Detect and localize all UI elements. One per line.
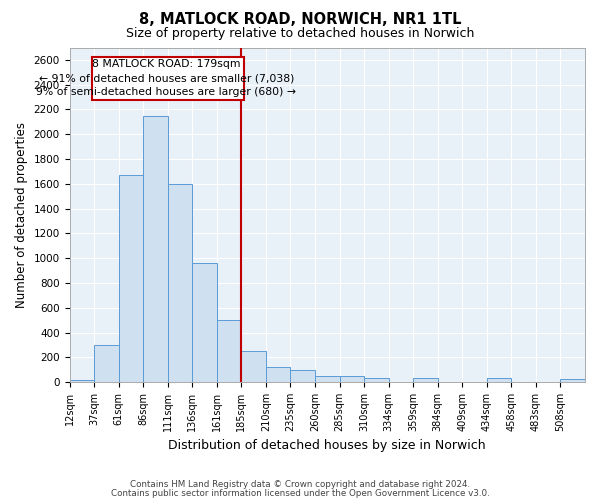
- Bar: [290, 370, 315, 382]
- Bar: [315, 376, 340, 382]
- Bar: [143, 116, 168, 382]
- Text: 8 MATLOCK ROAD: 179sqm
← 91% of detached houses are smaller (7,038)
9% of semi-d: 8 MATLOCK ROAD: 179sqm ← 91% of detached…: [37, 60, 296, 98]
- Bar: [560, 379, 585, 382]
- Bar: [241, 351, 266, 382]
- Bar: [487, 378, 511, 382]
- X-axis label: Distribution of detached houses by size in Norwich: Distribution of detached houses by size …: [169, 440, 486, 452]
- Text: Contains HM Land Registry data © Crown copyright and database right 2024.: Contains HM Land Registry data © Crown c…: [130, 480, 470, 489]
- Bar: [413, 378, 438, 382]
- Bar: [266, 366, 290, 382]
- Bar: [119, 175, 143, 382]
- Text: Size of property relative to detached houses in Norwich: Size of property relative to detached ho…: [126, 28, 474, 40]
- Y-axis label: Number of detached properties: Number of detached properties: [15, 122, 28, 308]
- Bar: [92, 58, 244, 100]
- Text: 8, MATLOCK ROAD, NORWICH, NR1 1TL: 8, MATLOCK ROAD, NORWICH, NR1 1TL: [139, 12, 461, 28]
- Bar: [168, 184, 192, 382]
- Text: Contains public sector information licensed under the Open Government Licence v3: Contains public sector information licen…: [110, 488, 490, 498]
- Bar: [70, 380, 94, 382]
- Bar: [217, 320, 241, 382]
- Bar: [94, 345, 119, 382]
- Bar: [192, 263, 217, 382]
- Bar: [364, 378, 389, 382]
- Bar: [340, 376, 364, 382]
